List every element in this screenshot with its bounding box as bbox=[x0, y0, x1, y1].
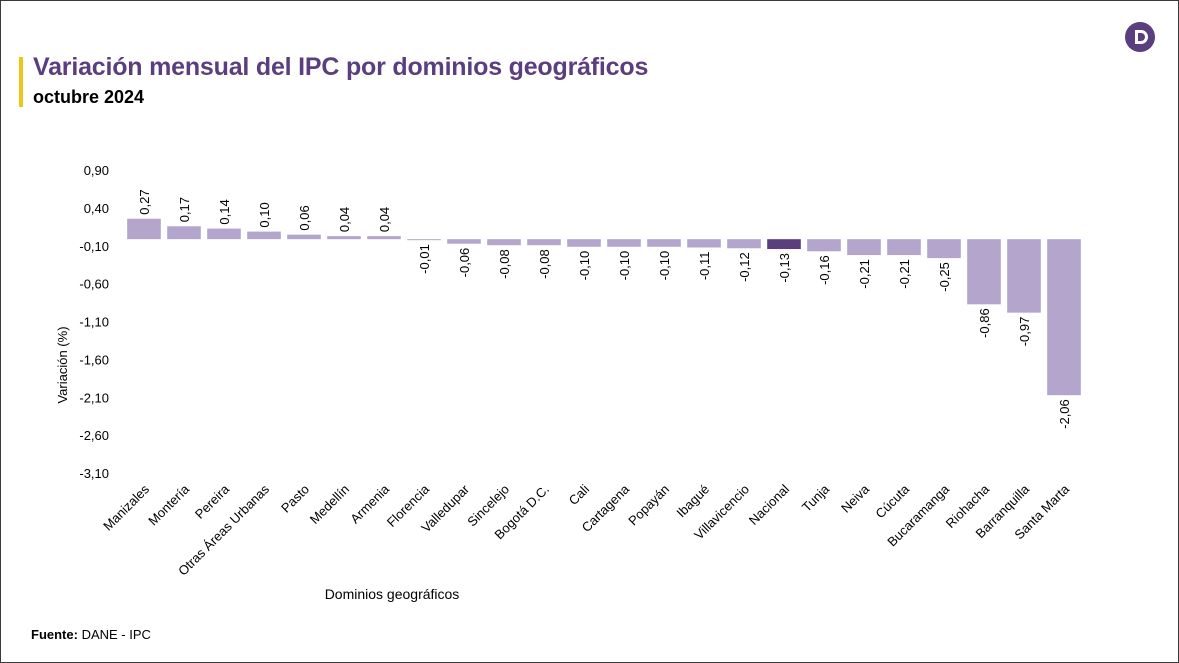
bar-11 bbox=[567, 239, 601, 247]
value-label: -0,12 bbox=[737, 252, 752, 282]
bar-9 bbox=[487, 239, 521, 246]
bar-10 bbox=[527, 239, 561, 246]
value-label: -0,97 bbox=[1017, 317, 1032, 347]
bar-22 bbox=[1007, 239, 1041, 313]
title-accent-bar bbox=[19, 57, 23, 107]
x-tick-label: Neiva bbox=[838, 481, 873, 516]
bar-1 bbox=[167, 226, 201, 240]
value-label: -0,08 bbox=[497, 249, 512, 279]
value-label: -0,10 bbox=[617, 251, 632, 281]
y-tick-label: -1,60 bbox=[79, 352, 109, 367]
value-label: 0,14 bbox=[217, 199, 232, 224]
y-tick-label: -1,10 bbox=[79, 315, 109, 330]
x-tick-label: Montería bbox=[145, 481, 192, 528]
y-tick-label: 0,90 bbox=[84, 163, 109, 178]
value-label: 0,04 bbox=[377, 207, 392, 232]
x-tick-label: Tunja bbox=[799, 481, 833, 515]
y-axis-title: Variación (%) bbox=[55, 326, 70, 403]
x-tick-label: Nacional bbox=[746, 481, 792, 527]
value-label: -0,21 bbox=[897, 259, 912, 289]
x-tick-label: Popayán bbox=[625, 482, 672, 529]
chart-title: Variación mensual del IPC por dominios g… bbox=[33, 53, 649, 81]
value-label: -0,16 bbox=[817, 255, 832, 285]
dane-logo-icon bbox=[1125, 22, 1155, 52]
value-label: -0,01 bbox=[417, 244, 432, 274]
value-label: -0,86 bbox=[977, 308, 992, 338]
value-label: -0,21 bbox=[857, 259, 872, 289]
x-tick-label: Pasto bbox=[278, 482, 312, 516]
bar-7 bbox=[407, 239, 441, 241]
value-label: 0,27 bbox=[137, 189, 152, 214]
y-tick-label: 0,40 bbox=[84, 201, 109, 216]
value-label: -0,06 bbox=[457, 248, 472, 278]
value-label: -0,08 bbox=[537, 249, 552, 279]
value-label: -0,11 bbox=[697, 252, 712, 281]
value-label: -0,10 bbox=[657, 251, 672, 281]
y-tick-label: -0,60 bbox=[79, 277, 109, 292]
bar-13 bbox=[647, 239, 681, 247]
bar-23 bbox=[1047, 239, 1081, 396]
bar-0 bbox=[127, 218, 161, 240]
value-label: 0,10 bbox=[257, 202, 272, 227]
source-value: DANE - IPC bbox=[81, 627, 151, 642]
bar-21 bbox=[967, 239, 1001, 305]
value-label: 0,04 bbox=[337, 207, 352, 232]
bar-6 bbox=[367, 236, 401, 240]
bar-chart: 0,90 0,40 -0,10 -0,60 -1,10 -1,60 -2,10 -2,60 -3… bbox=[55, 163, 1081, 602]
source-note: Fuente: DANE - IPC bbox=[31, 627, 151, 642]
bar-18 bbox=[847, 239, 881, 256]
value-label: -2,06 bbox=[1057, 399, 1072, 429]
x-tick-label: Cali bbox=[566, 481, 593, 508]
value-label: 0,06 bbox=[297, 205, 312, 230]
y-tick-label: -2,10 bbox=[79, 390, 109, 405]
bar-14 bbox=[687, 239, 721, 248]
y-tick-label: -3,10 bbox=[79, 466, 109, 481]
bar-5 bbox=[327, 236, 361, 240]
source-label: Fuente: bbox=[31, 627, 78, 642]
bar-20 bbox=[927, 239, 961, 259]
bar-15 bbox=[727, 239, 761, 249]
bar-19 bbox=[887, 239, 921, 256]
y-tick-label: -2,60 bbox=[79, 428, 109, 443]
bar-8 bbox=[447, 239, 481, 244]
value-label: -0,25 bbox=[937, 262, 952, 292]
x-tick-label: Ibagué bbox=[673, 482, 712, 521]
bar-3 bbox=[247, 231, 281, 240]
x-tick-label: Medellín bbox=[307, 482, 352, 527]
bar-12 bbox=[607, 239, 641, 247]
x-tick-label: Manizales bbox=[100, 481, 152, 533]
value-label: -0,10 bbox=[577, 251, 592, 281]
bar-4 bbox=[287, 234, 321, 240]
value-label: -0,13 bbox=[777, 253, 792, 283]
x-axis-title: Dominios geográficos bbox=[325, 586, 460, 602]
bar-16 bbox=[767, 239, 801, 250]
bar-2 bbox=[207, 228, 241, 240]
value-label: 0,17 bbox=[177, 197, 192, 222]
y-tick-label: -0,10 bbox=[79, 239, 109, 254]
bar-17 bbox=[807, 239, 841, 252]
chart-subtitle: octubre 2024 bbox=[33, 87, 145, 107]
